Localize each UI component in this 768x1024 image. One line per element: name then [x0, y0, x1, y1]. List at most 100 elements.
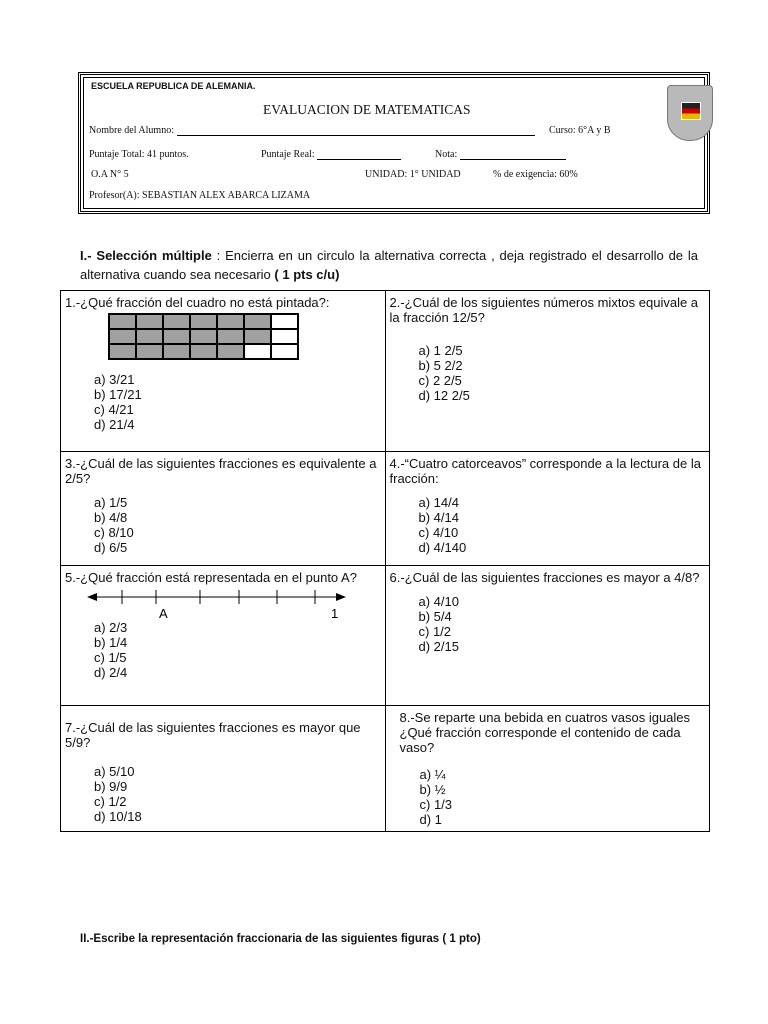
real-label: Puntaje Real:	[261, 149, 315, 160]
course: Curso: 6°A y B	[549, 125, 611, 136]
shaded-cell	[163, 344, 190, 359]
option[interactable]: a) 3/21	[94, 372, 135, 387]
option[interactable]: d) 10/18	[94, 809, 142, 824]
option[interactable]: b) 5/4	[418, 609, 452, 624]
option[interactable]: c) 1/2	[418, 624, 452, 639]
section1-text: : Encierra en un circulo la alternativa …	[80, 248, 698, 282]
empty-cell	[244, 344, 271, 359]
section1-points: ( 1 pts c/u)	[274, 267, 340, 282]
empty-cell	[271, 314, 298, 329]
option[interactable]: d) 2/4	[94, 665, 128, 680]
option[interactable]: c) 8/10	[94, 525, 134, 540]
section1-title: I.- Selección múltiple	[80, 248, 212, 263]
question-4: 4.-“Cuatro catorceavos” corresponde a la…	[384, 451, 710, 566]
option[interactable]: b) 9/9	[94, 779, 128, 794]
option[interactable]: a) 2/3	[94, 620, 128, 635]
question-6: 6.-¿Cuál de las siguientes fracciones es…	[384, 565, 710, 706]
school-logo	[667, 85, 713, 141]
option[interactable]: c) 1/5	[94, 650, 127, 665]
question-8: 8.-Se reparte una bebida en cuatros vaso…	[384, 705, 710, 832]
question-2: 2.-¿Cuál de los siguientes números mixto…	[384, 290, 710, 452]
flag-icon	[681, 102, 701, 120]
option[interactable]: d) 12 2/5	[418, 388, 470, 403]
shaded-cell	[163, 329, 190, 344]
question-text: 2.-¿Cuál de los siguientes números mixto…	[389, 295, 699, 325]
option[interactable]: c) 1/2	[94, 794, 127, 809]
requirement: % de exigencia: 60%	[493, 169, 578, 180]
option[interactable]: b) 1/4	[94, 635, 128, 650]
shaded-cell	[109, 314, 136, 329]
exam-title: EVALUACION DE MATEMATICAS	[263, 102, 471, 117]
unit: UNIDAD: 1° UNIDAD	[365, 169, 461, 180]
option[interactable]: d) 21/4	[94, 417, 135, 432]
student-field[interactable]: Nombre del Alumno:	[89, 125, 535, 136]
oa: O.A N° 5	[91, 169, 129, 180]
shaded-cell	[190, 329, 217, 344]
shaded-cell	[136, 344, 163, 359]
shaded-cell	[244, 314, 271, 329]
option[interactable]: a) 1/5	[94, 495, 128, 510]
student-label: Nombre del Alumno:	[89, 125, 174, 136]
total-score: Puntaje Total: 41 puntos.	[89, 149, 189, 160]
option[interactable]: b) 17/21	[94, 387, 142, 402]
shaded-cell	[190, 314, 217, 329]
option[interactable]: a) 4/10	[418, 594, 459, 609]
teacher: Profesor(A): SEBASTIAN ALEX ABARCA LIZAM…	[89, 190, 311, 201]
arrow-right-icon	[336, 593, 346, 601]
option[interactable]: d) 6/5	[94, 540, 128, 555]
option[interactable]: d) 1	[419, 812, 442, 827]
option[interactable]: c) 4/10	[418, 525, 459, 540]
option[interactable]: c) 1/3	[419, 797, 453, 812]
question-5: 5.-¿Qué fracción está representada en el…	[60, 565, 386, 706]
question-3: 3.-¿Cuál de las siguientes fracciones es…	[60, 451, 386, 566]
shaded-cell	[217, 329, 244, 344]
shaded-cell	[217, 314, 244, 329]
grade-label: Nota:	[435, 149, 458, 160]
question-text: 7.-¿Cuál de las siguientes fracciones es…	[65, 720, 361, 750]
question-text: 5.-¿Qué fracción está representada en el…	[65, 570, 357, 585]
shaded-cell	[190, 344, 217, 359]
fraction-grid	[108, 313, 299, 360]
option[interactable]: c) 2 2/5	[418, 373, 462, 388]
questions-table: 1.-¿Qué fracción del cuadro no está pint…	[60, 290, 710, 832]
question-1: 1.-¿Qué fracción del cuadro no está pint…	[60, 290, 386, 452]
question-text: 8.-Se reparte una bebida en cuatros vaso…	[399, 710, 691, 755]
shaded-cell	[136, 314, 163, 329]
empty-cell	[271, 344, 298, 359]
option[interactable]: a) 14/4	[418, 495, 459, 510]
question-7: 7.-¿Cuál de las siguientes fracciones es…	[60, 705, 386, 832]
option[interactable]: d) 4/140	[418, 540, 467, 555]
option[interactable]: a) ¼	[419, 767, 446, 782]
real-score-field[interactable]: Puntaje Real:	[261, 149, 402, 160]
option[interactable]: a) 1 2/5	[418, 343, 463, 358]
option[interactable]: b) 5 2/2	[418, 358, 463, 373]
option[interactable]: c) 4/21	[94, 402, 134, 417]
shaded-cell	[136, 329, 163, 344]
option[interactable]: b) 4/8	[94, 510, 128, 525]
question-text: 3.-¿Cuál de las siguientes fracciones es…	[65, 456, 377, 486]
option[interactable]: b) 4/14	[418, 510, 459, 525]
shaded-cell	[163, 314, 190, 329]
shaded-cell	[109, 329, 136, 344]
shaded-cell	[217, 344, 244, 359]
question-text: 6.-¿Cuál de las siguientes fracciones es…	[389, 570, 700, 585]
point-a-label: A	[159, 606, 168, 621]
section2-title: II.-Escribe la representación fraccionar…	[80, 933, 481, 945]
option[interactable]: a) 5/10	[94, 764, 135, 779]
option[interactable]: d) 2/15	[418, 639, 459, 654]
header-box: ESCUELA REPUBLICA DE ALEMANIA. EVALUACIO…	[78, 72, 713, 214]
end-label: 1	[331, 606, 338, 621]
question-text: 1.-¿Qué fracción del cuadro no está pint…	[65, 295, 330, 310]
section1-instructions: I.- Selección múltiple : Encierra en un …	[80, 246, 698, 284]
grade-field[interactable]: Nota:	[435, 149, 566, 160]
option[interactable]: b) ½	[419, 782, 446, 797]
ticks	[121, 590, 316, 604]
arrow-left-icon	[87, 593, 97, 601]
school-name: ESCUELA REPUBLICA DE ALEMANIA.	[91, 81, 256, 91]
number-line: A 1	[87, 590, 346, 621]
question-text: 4.-“Cuatro catorceavos” corresponde a la…	[389, 456, 701, 486]
shaded-cell	[109, 344, 136, 359]
shaded-cell	[244, 329, 271, 344]
empty-cell	[271, 329, 298, 344]
